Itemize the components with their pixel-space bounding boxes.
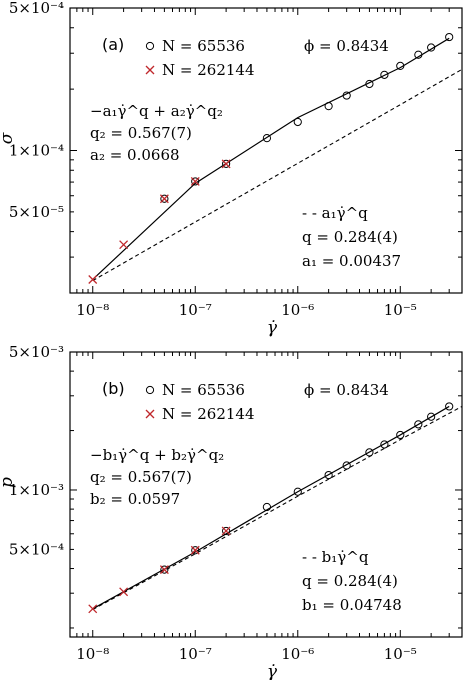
x-tick-label: 10⁻⁷	[179, 645, 212, 663]
data-point-circle	[160, 194, 169, 203]
data-point-cross	[159, 194, 169, 204]
data-point-circle	[342, 91, 351, 100]
data-point-circle	[293, 487, 302, 496]
y-axis-label: σ	[0, 132, 17, 144]
y-tick-label: 1×10⁻⁴	[9, 142, 64, 160]
x-tick-label: 10⁻⁵	[384, 645, 417, 663]
legend-marker-cross	[145, 409, 155, 419]
x-tick-label: 10⁻⁶	[281, 301, 314, 319]
y-tick-label: 5×10⁻⁴	[9, 0, 64, 17]
fit-annotation-power: a₁ = 0.00437	[302, 252, 401, 270]
data-point-circle	[191, 546, 200, 555]
data-point-circle	[380, 70, 389, 79]
data-point-cross	[119, 587, 129, 597]
fit-annotation-power: - - a₁γ̇^q	[302, 204, 368, 222]
data-point-circle	[222, 159, 231, 168]
panel-b: 10⁻⁸ 10⁻⁷ 10⁻⁶ 10⁻⁵ 5×10⁻⁴ 1×10⁻³ 5×10⁻³ γ̇ p (b)…	[0, 343, 463, 680]
x-tick-label: 10⁻⁸	[76, 645, 109, 663]
fit-annotation-full: a₂ = 0.0668	[90, 146, 180, 164]
phi-label: ϕ = 0.8434	[304, 381, 389, 399]
data-point-cross	[88, 275, 98, 284]
legend-marker-circle	[145, 385, 155, 395]
legend-marker-cross	[145, 65, 155, 75]
data-point-cross	[119, 240, 129, 250]
data-point-circle	[396, 61, 405, 70]
data-point-circle	[262, 134, 272, 143]
fit-annotation-power: - - b₁γ̇^q	[302, 548, 369, 566]
panel-a: 10⁻⁸ 10⁻⁷ 10⁻⁶ 10⁻⁵ 5×10⁻⁵ 1×10⁻⁴ 5×10⁻⁴ γ̇ σ (a)…	[0, 0, 463, 338]
fit-annotation-full: −a₁γ̇^q + a₂γ̇^q₂	[90, 102, 223, 120]
plot-frame	[69, 351, 463, 638]
legend-label: N = 262144	[162, 61, 255, 79]
data-point-circle	[427, 412, 436, 421]
data-point-circle	[445, 32, 454, 42]
panel-label: (b)	[102, 379, 125, 398]
data-point-cross	[221, 159, 231, 169]
data-point-circle	[414, 50, 423, 59]
fit-line-power	[92, 68, 463, 282]
data-point-circle	[324, 102, 333, 111]
data-point-cross	[190, 176, 200, 186]
data-point-circle	[365, 448, 374, 457]
x-tick-label: 10⁻⁷	[179, 301, 212, 319]
fit-annotation-full: b₂ = 0.0597	[90, 490, 180, 508]
x-tick-label: 10⁻⁸	[76, 301, 109, 319]
data-point-circle	[414, 420, 423, 429]
fit-annotation-power: b₁ = 0.04748	[302, 596, 402, 614]
legend-label: N = 65536	[162, 381, 245, 399]
data-point-circle	[160, 565, 169, 574]
x-axis-label: γ̇	[267, 662, 278, 680]
data-point-cross	[159, 565, 169, 575]
data-point-circle	[396, 430, 405, 440]
data-point-cross	[190, 545, 200, 555]
y-tick-label: 5×10⁻³	[9, 343, 64, 361]
data-point-circle	[365, 79, 374, 89]
data-point-cross	[221, 526, 231, 536]
fit-annotation-full: −b₁γ̇^q + b₂γ̇^q₂	[90, 446, 224, 464]
x-tick-label: 10⁻⁵	[384, 301, 417, 319]
y-tick-label: 1×10⁻³	[9, 481, 64, 499]
data-point-circle	[427, 43, 436, 52]
data-point-circle	[380, 440, 389, 449]
fit-annotation-power: q = 0.284(4)	[302, 572, 398, 590]
data-point-circle	[222, 526, 231, 536]
data-point-circle	[191, 177, 200, 186]
data-point-cross	[88, 604, 98, 614]
data-point-circle	[293, 117, 302, 127]
data-point-circle	[445, 402, 454, 411]
legend-label: N = 65536	[162, 37, 245, 55]
phi-label: ϕ = 0.8434	[304, 37, 389, 55]
y-axis-label: p	[0, 477, 17, 488]
data-point-circle	[342, 461, 351, 470]
legend-label: N = 262144	[162, 405, 255, 423]
legend-marker-circle	[145, 41, 155, 51]
fit-annotation-power: q = 0.284(4)	[302, 228, 398, 246]
y-tick-label: 5×10⁻⁵	[9, 203, 64, 221]
y-tick-label: 5×10⁻⁴	[9, 540, 64, 558]
x-axis-label: γ̇	[267, 318, 278, 338]
data-point-circle	[324, 470, 333, 480]
fit-annotation-full: q₂ = 0.567(7)	[90, 124, 192, 142]
data-point-circle	[262, 502, 272, 512]
x-tick-label: 10⁻⁶	[281, 645, 314, 663]
fit-annotation-full: q₂ = 0.567(7)	[90, 468, 192, 486]
panel-label: (a)	[102, 35, 124, 54]
